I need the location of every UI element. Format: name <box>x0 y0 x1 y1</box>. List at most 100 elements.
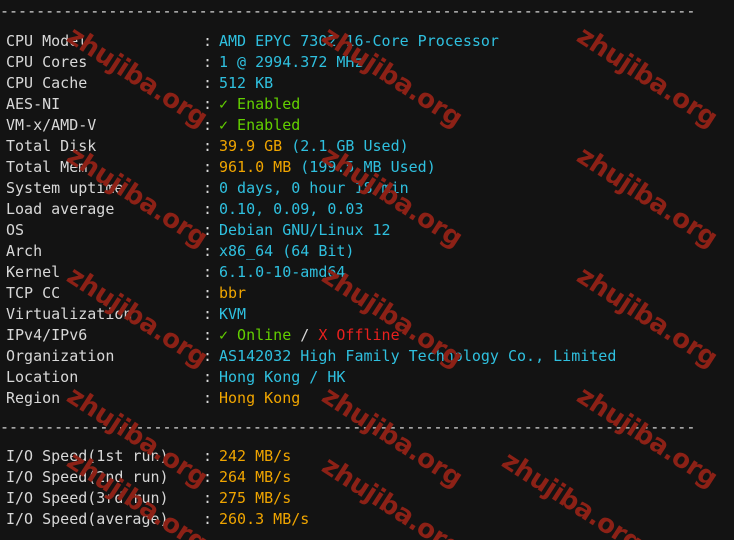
system-info-row: VM-x/AMD-V: ✓ Enabled <box>0 115 734 136</box>
system-info-value: 512 KB <box>219 74 274 92</box>
system-info-row: Load average:0.10, 0.09, 0.03 <box>0 199 734 220</box>
system-info-value: 1 @ 2994.372 MHz <box>219 53 364 71</box>
system-info-label: Load average <box>6 200 115 218</box>
system-info-row: OS: Debian GNU/Linux 12 <box>0 220 734 241</box>
row-colon: : <box>203 200 213 218</box>
system-info-label: Location <box>6 368 79 386</box>
row-colon: : <box>203 158 213 176</box>
spacer-mid <box>0 409 734 417</box>
system-info-value: 6.1.0-10-amd64 <box>219 263 346 281</box>
system-info-label: CPU Cores <box>6 53 88 71</box>
row-colon: : <box>203 368 213 386</box>
system-info-row: IPv4/IPv6: ✓ Online / X Offline <box>0 325 734 346</box>
row-colon: : <box>203 347 213 365</box>
row-colon: : <box>203 221 213 239</box>
system-info-label: System uptime <box>6 179 124 197</box>
system-info-label: CPU Cache <box>6 74 88 92</box>
system-info-row: TCP CC: bbr <box>0 283 734 304</box>
system-info-row: System uptime:0 days, 0 hour 18 min <box>0 178 734 199</box>
system-info-label: Kernel <box>6 263 61 281</box>
row-colon: : <box>203 510 213 528</box>
system-info-value: 39.9 GB <box>219 137 283 155</box>
system-info-value: AS142032 High Family Technology Co., Lim… <box>219 347 617 365</box>
system-info-row: CPU Cache:512 KB <box>0 73 734 94</box>
io-speed-row: I/O Speed(3rd run):275 MB/s <box>0 488 734 509</box>
row-colon: : <box>203 305 213 323</box>
spacer-top <box>0 22 734 31</box>
row-colon: : <box>203 116 213 134</box>
io-speed-label: I/O Speed(2nd run) <box>6 468 169 486</box>
io-speed-label: I/O Speed(1st run) <box>6 447 169 465</box>
system-info-label: IPv4/IPv6 <box>6 326 88 344</box>
row-colon: : <box>203 263 213 281</box>
row-colon: : <box>203 468 213 486</box>
system-info-row: AES-NI: ✓ Enabled <box>0 94 734 115</box>
system-info-value: KVM <box>219 305 247 323</box>
system-info-label: CPU Model <box>6 32 88 50</box>
system-info-label: VM-x/AMD-V <box>6 116 97 134</box>
system-info-value: 0.10, 0.09, 0.03 <box>219 200 364 218</box>
system-info-value: Debian GNU/Linux 12 <box>219 221 391 239</box>
system-info-section: CPU Model: AMD EPYC 7302 16-Core Processo… <box>0 31 734 409</box>
system-info-row: CPU Model: AMD EPYC 7302 16-Core Processo… <box>0 31 734 52</box>
system-info-row: Organization: AS142032 High Family Techno… <box>0 346 734 367</box>
system-info-row: Virtualization: KVM <box>0 304 734 325</box>
row-colon: : <box>203 284 213 302</box>
system-info-label: Total Mem <box>6 158 88 176</box>
system-info-value: Hong Kong <box>219 389 301 407</box>
row-colon: : <box>203 95 213 113</box>
system-info-label: Arch <box>6 242 43 260</box>
row-colon: : <box>203 447 213 465</box>
row-colon: : <box>203 32 213 50</box>
system-info-value-secondary: / <box>291 326 319 344</box>
separator-top: ----------------------------------------… <box>0 2 696 20</box>
row-colon: : <box>203 242 213 260</box>
io-speed-value: 260.3 MB/s <box>219 510 310 528</box>
row-colon: : <box>203 389 213 407</box>
system-info-value: Hong Kong / HK <box>219 368 346 386</box>
system-info-row: CPU Cores:1 @ 2994.372 MHz <box>0 52 734 73</box>
system-info-value-secondary: (199.5 MB Used) <box>291 158 436 176</box>
row-colon: : <box>203 137 213 155</box>
io-speed-label: I/O Speed(3rd run) <box>6 489 169 507</box>
io-speed-row: I/O Speed(2nd run):264 MB/s <box>0 467 734 488</box>
io-speed-row: I/O Speed(average):260.3 MB/s <box>0 509 734 530</box>
io-speed-row: I/O Speed(1st run):242 MB/s <box>0 446 734 467</box>
system-info-label: OS <box>6 221 25 239</box>
system-info-row: Location: Hong Kong / HK <box>0 367 734 388</box>
system-info-value: AMD EPYC 7302 16-Core Processor <box>219 32 499 50</box>
spacer-bottom <box>0 530 734 538</box>
separator-middle: ----------------------------------------… <box>0 418 696 436</box>
system-info-row: Total Disk:39.9 GB (2.1 GB Used) <box>0 136 734 157</box>
row-colon: : <box>203 489 213 507</box>
system-info-row: Kernel:6.1.0-10-amd64 <box>0 262 734 283</box>
system-info-label: Organization <box>6 347 115 365</box>
system-info-value: bbr <box>219 284 247 302</box>
row-colon: : <box>203 53 213 71</box>
system-info-label: Region <box>6 389 61 407</box>
system-info-label: Virtualization <box>6 305 133 323</box>
system-info-value: ✓ Online <box>219 326 292 344</box>
system-info-label: Total Disk <box>6 137 97 155</box>
system-info-row: Region: Hong Kong <box>0 388 734 409</box>
system-info-value: x86_64 (64 Bit) <box>219 242 355 260</box>
system-info-value: ✓ Enabled <box>219 116 301 134</box>
row-colon: : <box>203 74 213 92</box>
io-speed-label: I/O Speed(average) <box>6 510 169 528</box>
system-info-value-tertiary: X Offline <box>318 326 400 344</box>
row-colon: : <box>203 179 213 197</box>
system-info-value: 0 days, 0 hour 18 min <box>219 179 409 197</box>
io-speed-value: 264 MB/s <box>219 468 292 486</box>
io-speed-value: 275 MB/s <box>219 489 292 507</box>
row-colon: : <box>203 326 213 344</box>
system-info-value: 961.0 MB <box>219 158 292 176</box>
io-speed-value: 242 MB/s <box>219 447 292 465</box>
system-info-value: ✓ Enabled <box>219 95 301 113</box>
system-info-label: TCP CC <box>6 284 61 302</box>
system-info-row: Arch: x86_64 (64 Bit) <box>0 241 734 262</box>
system-info-row: Total Mem:961.0 MB (199.5 MB Used) <box>0 157 734 178</box>
spacer-io <box>0 438 734 446</box>
system-info-value-secondary: (2.1 GB Used) <box>282 137 409 155</box>
